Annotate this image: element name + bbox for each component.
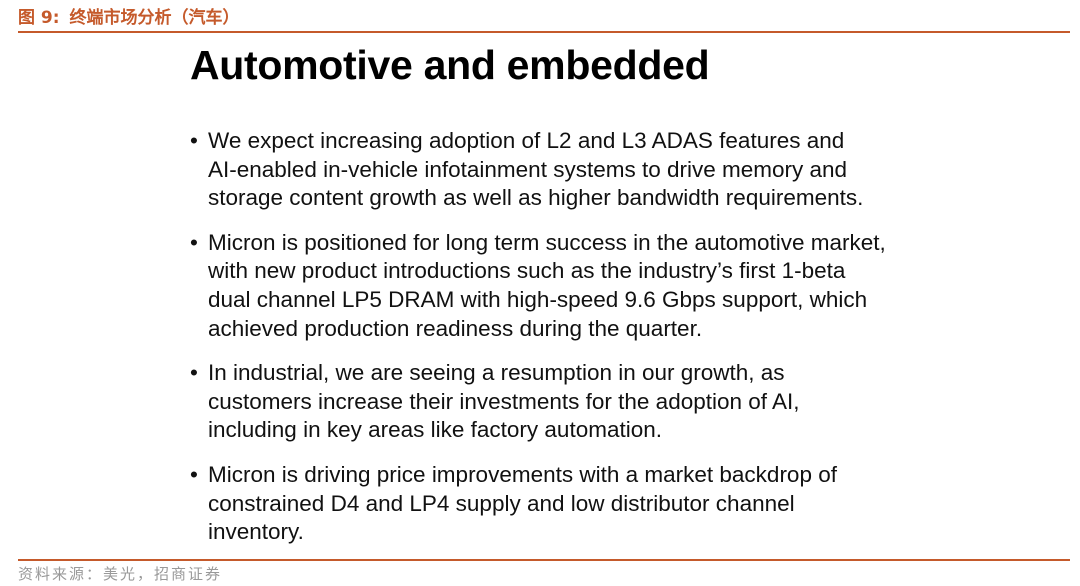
bottom-divider: [18, 559, 1070, 561]
bullet-item: • In industrial, we are seeing a resumpt…: [190, 359, 930, 445]
bullet-line: including in key areas like factory auto…: [208, 417, 662, 443]
bullet-line: Micron is positioned for long term succe…: [208, 229, 886, 255]
slide-title: Automotive and embedded: [190, 42, 710, 88]
source-note: 资料来源：美光，招商证券: [18, 565, 223, 583]
bullet-line: dual channel LP5 DRAM with high-speed 9.…: [208, 286, 868, 312]
bullet-line: achieved production readiness during the…: [208, 315, 703, 341]
slide-image: [172, 36, 928, 548]
bullet-item: • We expect increasing adoption of L2 an…: [190, 127, 930, 213]
bullet-list: • We expect increasing adoption of L2 an…: [190, 127, 930, 563]
bullet-line: AI-enabled in-vehicle infotainment syste…: [208, 156, 848, 182]
bullet-dot-icon: •: [190, 128, 198, 153]
bullet-line: storage content growth as well as higher…: [208, 185, 864, 211]
bullet-item: • Micron is driving price improvements w…: [190, 461, 930, 547]
bullet-line: Micron is driving price improvements wit…: [208, 461, 837, 487]
bullet-line: inventory.: [208, 519, 304, 545]
figure-caption: 终端市场分析（汽车）: [69, 8, 240, 28]
bullet-dot-icon: •: [190, 229, 198, 255]
figure-header: 图 9: 终端市场分析（汽车）: [18, 6, 240, 30]
bullet-line: customers increase their investments for…: [208, 388, 800, 414]
bullet-dot-icon: •: [190, 360, 198, 386]
bullet-item: • Micron is positioned for long term suc…: [190, 229, 930, 343]
bullet-line: We expect increasing adoption of L2 and …: [208, 128, 845, 153]
bullet-dot-icon: •: [190, 461, 198, 487]
bullet-line: constrained D4 and LP4 supply and low di…: [208, 490, 795, 516]
bullet-line: In industrial, we are seeing a resumptio…: [208, 360, 785, 386]
top-divider: [18, 31, 1070, 33]
bullet-line: with new product introductions such as t…: [208, 258, 846, 284]
figure-number: 图 9:: [18, 8, 60, 28]
